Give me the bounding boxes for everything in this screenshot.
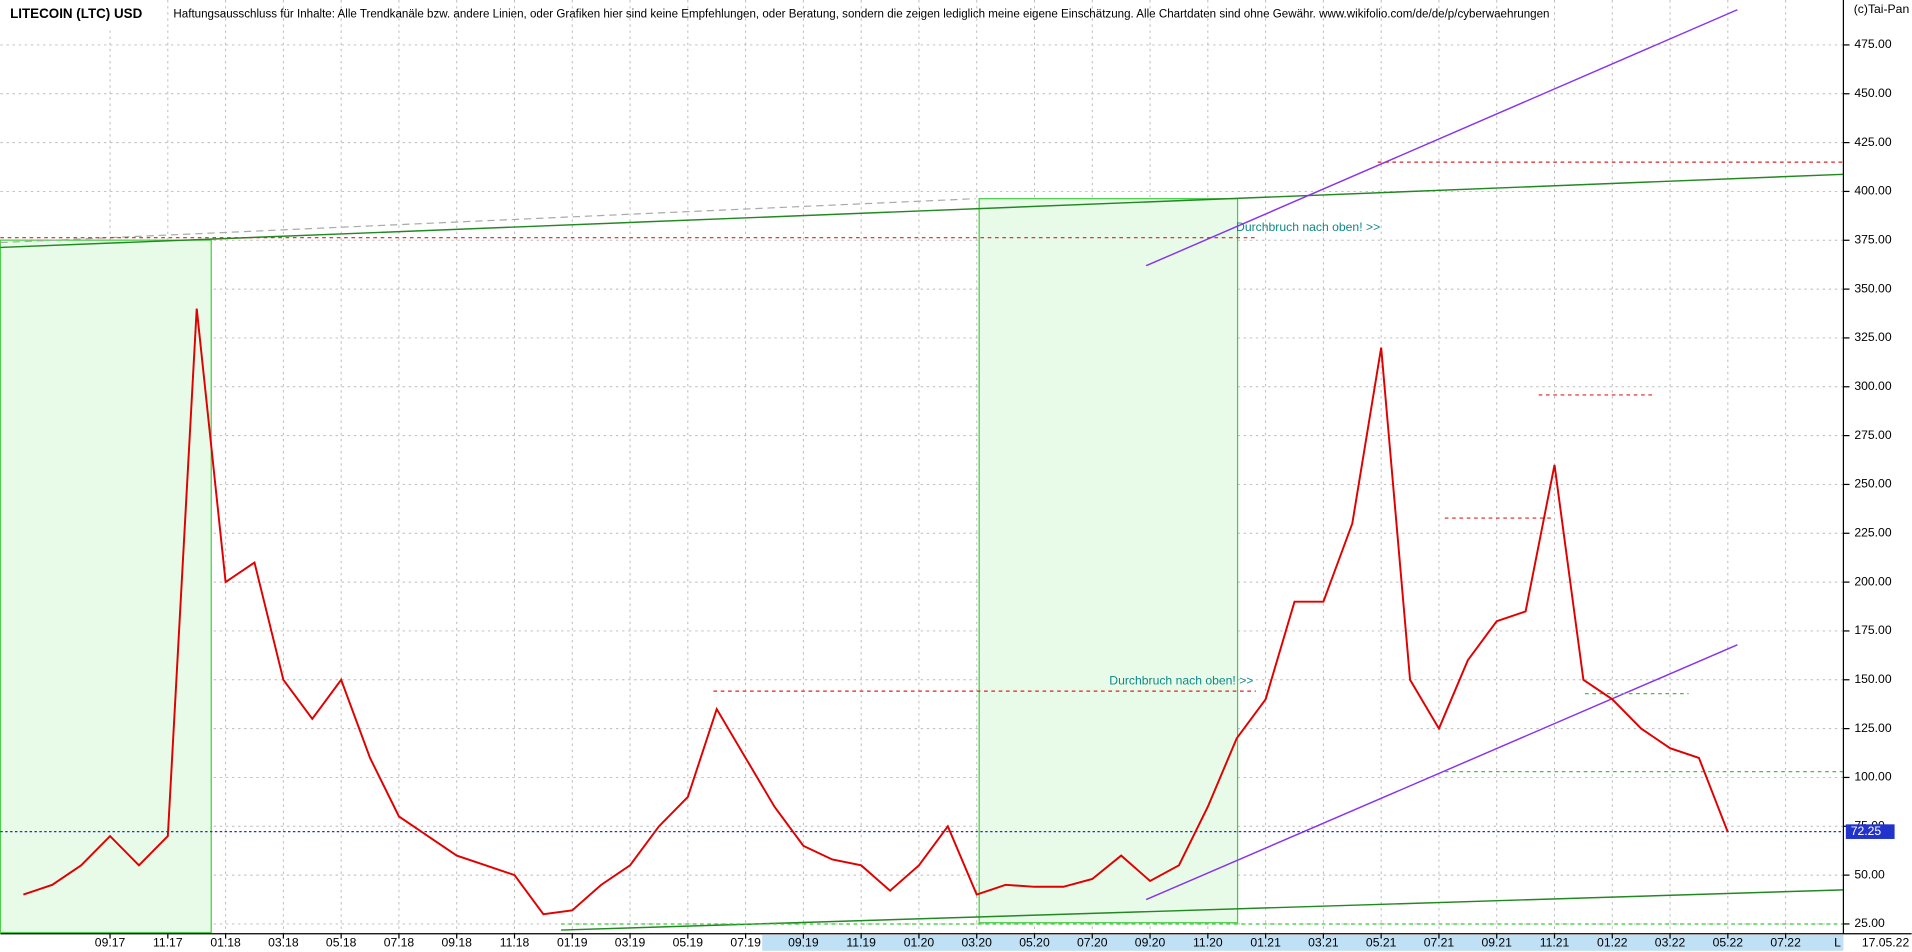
zone <box>0 239 212 934</box>
trend-line <box>0 198 976 244</box>
y-tick-label: 175.00 <box>1854 623 1891 637</box>
y-tick-label: 450.00 <box>1854 86 1891 100</box>
x-tick-label: 09.21 <box>1481 936 1512 950</box>
x-tick-label: 09.19 <box>788 936 819 950</box>
x-tick-label: 05.22 <box>1713 936 1744 950</box>
x-tick-label: 03.22 <box>1655 936 1686 950</box>
x-tick-label: 11.19 <box>846 936 876 950</box>
range-highlight <box>762 934 1844 951</box>
x-tick-label: 11.17 <box>153 936 183 950</box>
y-tick-label: 200.00 <box>1854 574 1891 588</box>
x-tick-label: 01.20 <box>904 936 935 950</box>
last-price-box <box>1845 824 1895 839</box>
y-tick-label: 300.00 <box>1854 379 1891 393</box>
x-tick-label: 11.21 <box>1540 936 1570 950</box>
x-tick-label: 05.21 <box>1366 936 1397 950</box>
y-tick-label: 275.00 <box>1854 428 1891 442</box>
last-price-label: 72.25 <box>1851 824 1882 838</box>
x-tick-label: 05.20 <box>1019 936 1050 950</box>
x-tick-label: 03.19 <box>615 936 646 950</box>
grid <box>0 0 1844 934</box>
zone <box>978 198 1239 924</box>
y-tick-label: 325.00 <box>1854 330 1891 344</box>
source: (c)Tai-Pan <box>1854 2 1909 16</box>
x-tick-label: 09.20 <box>1135 936 1166 950</box>
x-tick-label: 03.21 <box>1308 936 1339 950</box>
title-box <box>0 0 159 30</box>
trend-line <box>0 173 1844 249</box>
x-tick-label: 07.20 <box>1077 936 1108 950</box>
annotation: Durchbruch nach oben! >> <box>1109 674 1253 688</box>
y-tick-label: 375.00 <box>1854 232 1891 246</box>
y-tick-label: 475.00 <box>1854 37 1891 51</box>
y-tick-label: 25.00 <box>1854 916 1885 930</box>
annotation: Durchbruch nach oben! >> <box>1236 220 1380 234</box>
last-date: 17.05.22 <box>1862 936 1910 950</box>
x-tick-label: 05.19 <box>673 936 704 950</box>
x-tick-label: 11.20 <box>1193 936 1223 950</box>
y-tick-label: 250.00 <box>1854 477 1891 491</box>
x-tick-label: 07.18 <box>384 936 415 950</box>
y-tick-label: 400.00 <box>1854 184 1891 198</box>
x-tick-label: 07.19 <box>730 936 761 950</box>
x-tick-label: 09.18 <box>441 936 472 950</box>
y-tick-label: 225.00 <box>1854 525 1891 539</box>
x-tick-label: 07.21 <box>1424 936 1455 950</box>
y-tick-label: 100.00 <box>1854 770 1891 784</box>
y-tick-label: 425.00 <box>1854 135 1891 149</box>
scale-mode: L <box>1834 936 1841 950</box>
price-line <box>23 308 1729 916</box>
x-tick-label: 09.17 <box>95 936 126 950</box>
x-tick-label: 03.20 <box>961 936 992 950</box>
x-tick-label: 03.18 <box>268 936 299 950</box>
trend-line <box>1145 9 1738 267</box>
disclaimer: Haftungsausschluss für Inhalte: Alle Tre… <box>173 9 1549 21</box>
series <box>23 308 1729 916</box>
x-tick-label: 07.22 <box>1770 936 1801 950</box>
x-tick-label: 11.18 <box>500 936 530 950</box>
chart-title: LITECOIN (LTC) USD <box>10 6 142 21</box>
x-tick-label: 01.19 <box>557 936 588 950</box>
y-tick-label: 50.00 <box>1854 867 1885 881</box>
y-tick-label: 150.00 <box>1854 672 1891 686</box>
x-tick-label: 01.21 <box>1250 936 1281 950</box>
y-tick-label: 125.00 <box>1854 721 1891 735</box>
x-tick-label: 01.18 <box>210 936 241 950</box>
x-tick-label: 01.22 <box>1597 936 1628 950</box>
trend-line <box>1145 644 1738 901</box>
y-tick-label: 350.00 <box>1854 281 1891 295</box>
x-tick-label: 05.18 <box>326 936 357 950</box>
